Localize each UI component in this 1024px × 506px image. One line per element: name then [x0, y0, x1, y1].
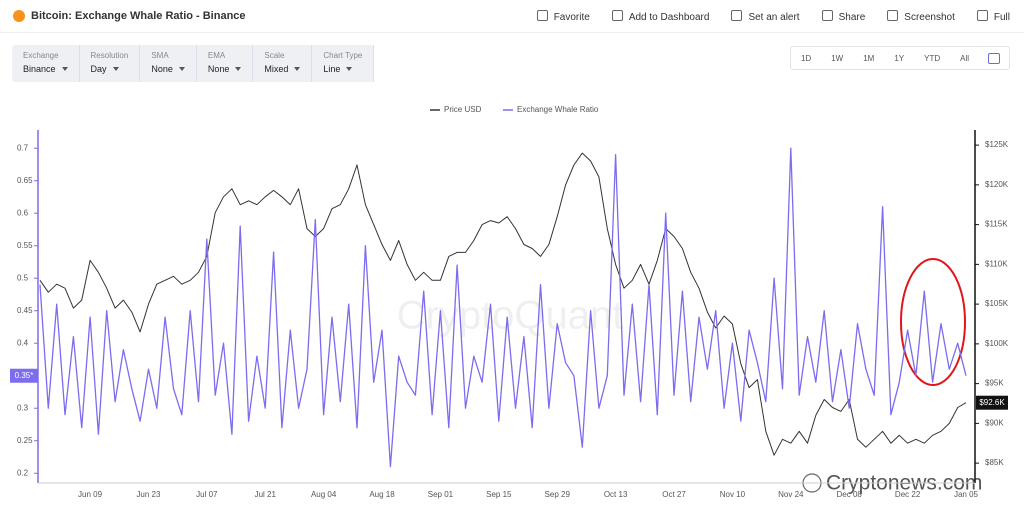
x-tick-label: Jun 23 — [136, 490, 161, 499]
y-tick-label: 0.65 — [17, 176, 33, 185]
current-value-badge — [10, 368, 38, 383]
x-tick-label: Aug 04 — [311, 490, 337, 499]
filter-value: Mixed — [264, 64, 300, 74]
y2-tick-label: $110K — [985, 259, 1008, 268]
screenshot-button[interactable]: Screenshot — [887, 10, 955, 23]
filter-dropdown[interactable]: Exchange Binance — [12, 45, 80, 82]
filter-dropdown[interactable]: SMA None — [140, 45, 197, 82]
x-tick-label: Jun 09 — [78, 490, 103, 499]
x-tick-label: Jul 21 — [255, 490, 277, 499]
filter-dropdown[interactable]: EMA None — [197, 45, 254, 82]
range-button[interactable]: 1W — [831, 53, 844, 63]
y-tick-label: 0.3 — [17, 403, 29, 412]
y-tick-label: 0.6 — [17, 208, 29, 217]
x-tick-label: Dec 08 — [837, 490, 863, 499]
filters: Exchange Binance Resolution Day SMA None EMA No… — [12, 45, 375, 82]
x-tick-label: Oct 13 — [604, 490, 628, 499]
x-tick-label: Jul 07 — [196, 490, 218, 499]
x-tick-label: Jan 05 — [954, 490, 979, 499]
y2-tick-label: $105K — [985, 299, 1009, 308]
y-tick-label: 0.25 — [17, 436, 33, 445]
y2-tick-label: $95K — [985, 379, 1004, 388]
legend-label: Price USD — [444, 105, 482, 114]
filter-value: None — [208, 64, 242, 74]
y-tick-label: 0.55 — [17, 241, 33, 250]
range-button[interactable]: 1Y — [894, 53, 905, 63]
x-tick-label: Dec 22 — [895, 490, 921, 499]
range-button[interactable]: YTD — [924, 53, 941, 63]
dashboard-button[interactable]: Add to Dashboard — [612, 10, 710, 23]
favorite-button[interactable]: Favorite — [537, 10, 590, 23]
filter-value: Binance — [23, 64, 68, 74]
y2-tick-label: $115K — [985, 220, 1008, 229]
y-tick-label: 0.45 — [17, 306, 33, 315]
share-button[interactable]: Share — [822, 10, 866, 23]
series-line — [39, 147, 967, 468]
filter-value: Line — [323, 64, 362, 74]
filter-label: Exchange — [23, 51, 59, 60]
x-tick-label: Sep 01 — [428, 490, 454, 499]
filter-dropdown[interactable]: Scale Mixed — [253, 45, 313, 82]
x-tick-label: Nov 24 — [778, 490, 804, 499]
full-button[interactable]: Full — [977, 10, 1010, 23]
y2-tick-label: $120K — [985, 180, 1009, 189]
x-tick-label: Oct 27 — [662, 490, 686, 499]
filter-value: None — [151, 64, 185, 74]
y2-tick-label: $125K — [985, 140, 1009, 149]
filter-label: Resolution — [90, 51, 129, 60]
y2-tick-label: $85K — [985, 458, 1004, 467]
alert-button[interactable]: Set an alert — [731, 10, 799, 23]
y-tick-label: 0.5 — [17, 273, 29, 282]
highlight-circle — [900, 258, 966, 386]
watermark: CryptoQuant — [397, 294, 624, 338]
filter-label: Scale — [264, 51, 285, 60]
legend-label: Exchange Whale Ratio — [517, 105, 599, 114]
series-line — [39, 152, 967, 456]
range-button[interactable]: 1D — [800, 53, 812, 63]
page-title: Bitcoin: Exchange Whale Ratio - Binance — [31, 10, 246, 22]
current-value-label: 0.35* — [15, 371, 34, 380]
y2-tick-label: $90K — [985, 418, 1004, 427]
y2-tick-label: $100K — [985, 339, 1009, 348]
calendar-button[interactable] — [988, 52, 1000, 64]
current-value-badge — [976, 395, 1008, 410]
y-tick-label: 0.4 — [17, 338, 29, 347]
y-tick-label: 0.2 — [17, 468, 29, 477]
x-tick-label: Nov 10 — [720, 490, 746, 499]
x-tick-label: Sep 29 — [545, 490, 571, 499]
filter-dropdown[interactable]: Chart Type Line — [312, 45, 375, 82]
current-value-label: $92.6K — [979, 398, 1005, 407]
filter-value: Day — [91, 64, 129, 74]
filter-label: EMA — [207, 51, 226, 60]
header: Bitcoin: Exchange Whale Ratio - Binance … — [0, 0, 1024, 33]
filter-label: Chart Type — [323, 51, 363, 60]
x-tick-label: Aug 18 — [369, 490, 395, 499]
coin-icon — [13, 10, 25, 22]
filter-dropdown[interactable]: Resolution Day — [80, 45, 141, 82]
range-button[interactable]: 1M — [863, 53, 875, 63]
actions: Favorite Add to Dashboard Set an alert S… — [537, 10, 1010, 23]
filter-label: SMA — [151, 51, 169, 60]
range-button[interactable]: All — [960, 53, 969, 63]
y-tick-label: 0.7 — [17, 143, 29, 152]
x-tick-label: Sep 15 — [486, 490, 512, 499]
range-buttons: 1D 1W 1M 1Y YTD All — [789, 46, 1010, 70]
